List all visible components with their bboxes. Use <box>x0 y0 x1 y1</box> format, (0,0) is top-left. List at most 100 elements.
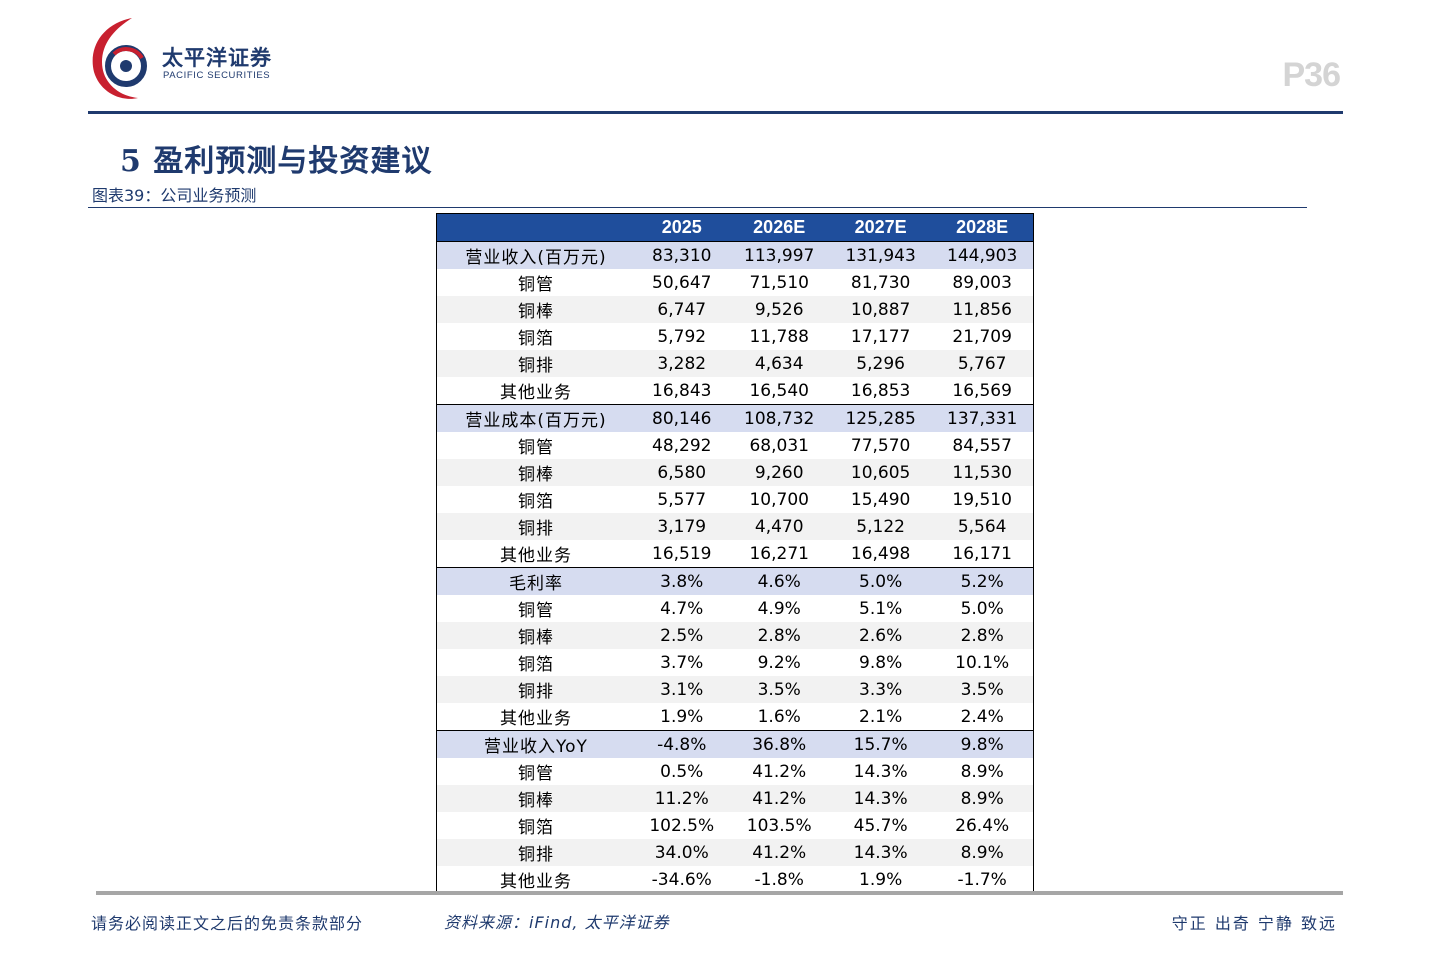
footer-disclaimer: 请务必阅读正文之后的免责条款部分 <box>91 914 364 933</box>
row-label: 其他业务 <box>500 709 572 729</box>
table-cell: 4.9% <box>757 598 801 619</box>
table-cell: 8.9% <box>931 785 1034 812</box>
table-cell: 3,179 <box>635 513 729 540</box>
row-label: 营业收入YoY <box>436 730 635 758</box>
table-cell: 14.3% <box>829 839 932 866</box>
table-cell: 68,031 <box>749 435 809 456</box>
table-cell: 19,510 <box>952 489 1012 510</box>
table-cell: 16,853 <box>850 380 911 401</box>
table-cell: 77,570 <box>850 435 911 456</box>
column-header: 2028E <box>931 213 1034 242</box>
table-row: 其他业务 16,843 16,540 16,853 16,569 <box>437 377 1034 405</box>
row-label: 铜排 <box>436 839 635 866</box>
table-cell: 3.5% <box>931 676 1034 703</box>
table-row: 铜棒 11.2% 41.2% 14.3% 8.9% <box>436 785 1034 812</box>
table-cell: 6,580 <box>635 459 729 486</box>
page-number: P36 <box>1282 56 1341 94</box>
table-cell: 4,634 <box>728 350 830 377</box>
table-cell: -4.8% <box>635 730 729 758</box>
table-cell: 131,943 <box>829 241 932 269</box>
table-cell: 3.3% <box>829 676 932 703</box>
table-cell: 5,296 <box>829 350 932 377</box>
table-cell: 2.5% <box>635 622 729 649</box>
row-label: 其他业务 <box>500 872 572 892</box>
table-cell: 16,519 <box>652 543 712 564</box>
table-cell: 2.4% <box>960 706 1004 727</box>
table-cell: 9.2% <box>757 652 801 673</box>
logo-mark-icon <box>92 18 147 99</box>
table-row: 铜棒 6,747 9,526 10,887 11,856 <box>436 296 1034 323</box>
column-header <box>436 213 635 242</box>
table-cell: 10,887 <box>829 296 932 323</box>
row-label: 其他业务 <box>500 546 572 566</box>
table-cell: 16,540 <box>749 380 809 401</box>
table-cell: 5.2% <box>931 567 1034 595</box>
row-label: 铜箔 <box>518 492 554 512</box>
table-cell: 2.6% <box>829 622 932 649</box>
row-label: 毛利率 <box>436 567 635 595</box>
table-cell: 103.5% <box>746 815 812 836</box>
row-label: 铜管 <box>518 438 554 458</box>
table-cell: 137,331 <box>931 404 1034 432</box>
row-label: 铜棒 <box>436 622 635 649</box>
table-cell: 144,903 <box>931 241 1034 269</box>
table-cell: 1.9% <box>660 706 704 727</box>
row-label: 铜箔 <box>518 655 554 675</box>
column-header: 2027E <box>829 213 932 242</box>
row-label: 其他业务 <box>500 383 572 403</box>
table-cell: 36.8% <box>728 730 830 758</box>
table-row: 铜棒 6,580 9,260 10,605 11,530 <box>436 459 1034 486</box>
table-cell: 3.8% <box>635 567 729 595</box>
table-group-row: 营业收入(百万元) 83,310 113,997 131,943 144,903 <box>436 241 1034 269</box>
table-cell: 4.6% <box>728 567 830 595</box>
figure-caption: 图表39：公司业务预测 <box>92 186 257 205</box>
table-cell: 9,526 <box>728 296 830 323</box>
table-cell: 3.1% <box>635 676 729 703</box>
row-label: 铜棒 <box>436 459 635 486</box>
table-group-row: 营业成本(百万元) 80,146 108,732 125,285 137,331 <box>436 404 1034 432</box>
table-cell: 8.9% <box>931 839 1034 866</box>
table-cell: 10,605 <box>829 459 932 486</box>
logo-chinese-name: 太平洋证券 <box>162 46 272 70</box>
table-cell: 84,557 <box>952 435 1012 456</box>
table-cell: 41.2% <box>728 785 830 812</box>
table-cell: 3,282 <box>635 350 729 377</box>
table-cell: 71,510 <box>749 272 809 293</box>
table-cell: 1.9% <box>859 869 903 890</box>
table-cell: 41.2% <box>728 839 830 866</box>
row-label: 铜箔 <box>518 818 554 838</box>
table-cell: 5,577 <box>657 489 707 510</box>
row-label: 营业收入(百万元) <box>436 241 635 269</box>
table-cell: 11,788 <box>749 326 809 347</box>
table-cell: 16,498 <box>850 543 911 564</box>
row-label: 铜棒 <box>436 296 635 323</box>
table-cell: 3.7% <box>660 652 704 673</box>
table-row: 铜箔 102.5% 103.5% 45.7% 26.4% <box>437 812 1034 839</box>
table-row: 铜管 0.5% 41.2% 14.3% 8.9% <box>437 758 1034 785</box>
table-cell: 16,843 <box>652 380 712 401</box>
table-row: 铜箔 5,792 11,788 17,177 21,709 <box>437 323 1034 350</box>
table-cell: 81,730 <box>850 272 911 293</box>
row-label: 铜排 <box>436 350 635 377</box>
table-row: 铜排 34.0% 41.2% 14.3% 8.9% <box>436 839 1034 866</box>
table-group-row: 毛利率 3.8% 4.6% 5.0% 5.2% <box>436 567 1034 595</box>
table-cell: 10,700 <box>749 489 809 510</box>
table-cell: 113,997 <box>728 241 830 269</box>
table-cell: 26.4% <box>955 815 1010 836</box>
table-cell: -34.6% <box>651 869 712 890</box>
table-cell: 41.2% <box>752 761 807 782</box>
table-cell: 80,146 <box>635 404 729 432</box>
table-cell: 4,470 <box>728 513 830 540</box>
data-source-note: 资料来源：iFind, 太平洋证券 <box>444 913 670 932</box>
table-cell: 102.5% <box>649 815 715 836</box>
table-cell: 5,564 <box>931 513 1034 540</box>
table-row: 铜管 50,647 71,510 81,730 89,003 <box>437 269 1034 296</box>
business-forecast-table: 2025 2026E 2027E 2028E 营业收入(百万元) 83,310 11… <box>436 213 1034 894</box>
footer-divider <box>96 891 1343 895</box>
table-cell: 50,647 <box>652 272 712 293</box>
row-label: 铜排 <box>436 676 635 703</box>
section-title: 5 盈利预测与投资建议 <box>120 144 433 179</box>
table-row: 铜排 3,179 4,470 5,122 5,564 <box>436 513 1034 540</box>
table-row: 铜箔 3.7% 9.2% 9.8% 10.1% <box>437 649 1034 676</box>
caption-divider <box>88 207 1307 208</box>
